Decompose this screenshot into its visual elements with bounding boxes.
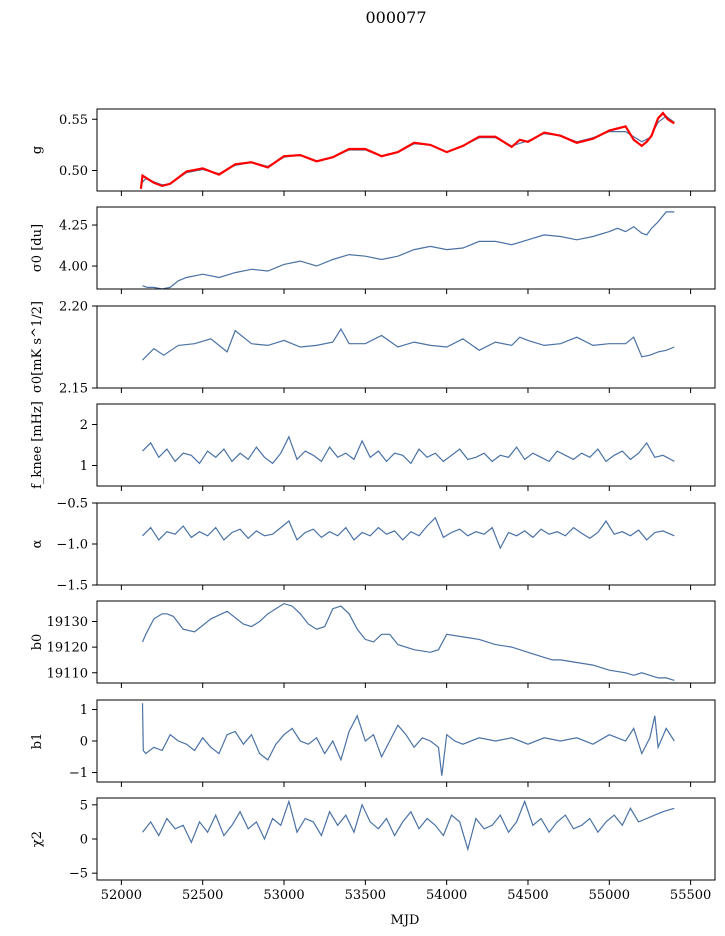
y-tick-label: −1.5 xyxy=(56,579,88,594)
panel-2: 4.00 4.25 σ0 [du] xyxy=(30,206,716,294)
series-line xyxy=(141,602,675,681)
y-axis-label: b1 xyxy=(30,733,45,750)
x-tick-label: 54500 xyxy=(507,888,548,903)
axes-frame xyxy=(96,699,716,783)
series-line xyxy=(142,327,675,361)
panel-4: 1 2 f_knee [mHz] xyxy=(30,401,716,491)
y-tick-label: 19120 xyxy=(47,641,88,656)
y-tick-label: 0 xyxy=(80,735,88,750)
panel-1: 0.50 0.55 g xyxy=(30,108,716,196)
y-axis-label: g xyxy=(30,146,45,154)
figure-title: 000077 xyxy=(365,8,426,27)
y-tick-label: 0 xyxy=(80,833,88,848)
series-line xyxy=(141,703,675,776)
y-axis-label: σ0[mK s^1/2] xyxy=(30,301,45,393)
series-line xyxy=(142,211,675,289)
subplots: 0.50 0.55 g 4.00 4.25 σ0 [du] 2.15 2.20 σ0[mK s^… xyxy=(30,108,716,903)
axes-frame xyxy=(96,305,716,389)
y-tick-label: 1 xyxy=(80,459,88,474)
y-axis-label: χ2 xyxy=(30,831,45,847)
y-tick-label: −0.5 xyxy=(56,497,88,512)
panel-7: −1 0 1 b1 xyxy=(30,699,716,787)
x-tick-label: 52500 xyxy=(182,888,223,903)
series-line xyxy=(139,111,675,190)
x-tick-label: 54000 xyxy=(426,888,467,903)
axes-frame xyxy=(96,403,716,487)
y-axis-label: α xyxy=(30,539,45,548)
series-line xyxy=(142,799,675,852)
x-tick-label: 55000 xyxy=(589,888,630,903)
y-tick-label: 4.25 xyxy=(59,219,88,234)
x-axis-label: MJD xyxy=(391,913,420,928)
y-tick-label: 0.50 xyxy=(59,164,88,179)
x-tick-label: 53500 xyxy=(345,888,386,903)
x-tick-label: 53000 xyxy=(263,888,304,903)
y-tick-label: 4.00 xyxy=(59,260,88,275)
panel-5: −1.5 −1.0 −0.5 α xyxy=(30,497,716,594)
y-tick-label: 0.55 xyxy=(59,113,88,128)
y-tick-label: 2 xyxy=(80,418,88,433)
axes-frame xyxy=(96,502,716,586)
y-axis-label: σ0 [du] xyxy=(30,224,45,272)
axes-frame xyxy=(96,600,716,684)
y-tick-label: 19130 xyxy=(47,615,88,630)
y-axis-label: b0 xyxy=(30,634,45,651)
y-tick-label: 2.15 xyxy=(59,382,88,397)
x-tick-label: 55500 xyxy=(670,888,711,903)
y-axis-label: f_knee [mHz] xyxy=(30,401,45,489)
panel-8: −5 0 5 52000 52500 53000 53500 54000 54500 55000 5… xyxy=(30,797,716,903)
y-tick-label: 1 xyxy=(80,703,88,718)
series-line xyxy=(142,435,675,465)
y-tick-label: 2.20 xyxy=(59,300,88,315)
axes-frame xyxy=(96,108,716,192)
axes-frame xyxy=(96,206,716,290)
y-tick-label: −5 xyxy=(69,867,88,882)
y-tick-label: 5 xyxy=(80,798,88,813)
series-line xyxy=(142,516,675,550)
y-tick-label: −1 xyxy=(69,766,88,781)
y-tick-label: −1.0 xyxy=(56,538,88,553)
y-tick-label: 19110 xyxy=(47,666,88,681)
panel-3: 2.15 2.20 σ0[mK s^1/2] xyxy=(30,300,716,397)
x-tick-label: 52000 xyxy=(101,888,142,903)
